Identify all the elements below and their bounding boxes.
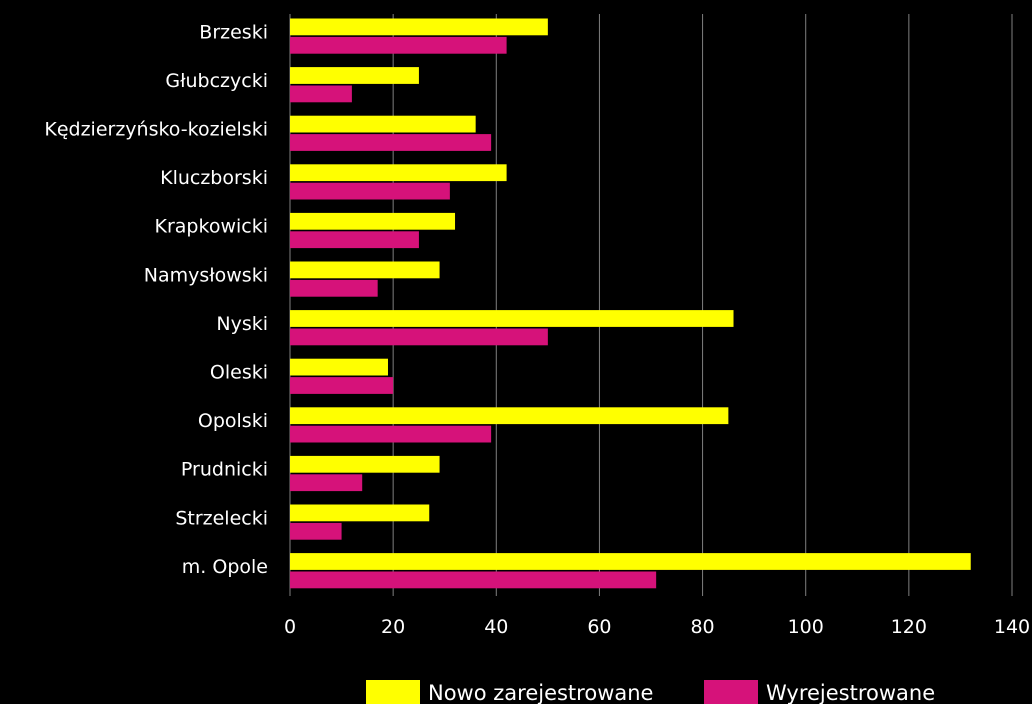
bar-nowo-zarejestrowane (290, 164, 507, 182)
bar-nowo-zarejestrowane (290, 261, 440, 279)
x-tick-label: 140 (994, 616, 1030, 638)
bars (290, 18, 971, 589)
legend-label: Nowo zarejestrowane (428, 681, 653, 704)
bar-wyrejestrowane (290, 522, 342, 540)
x-tick-label: 60 (587, 616, 611, 638)
bar-wyrejestrowane (290, 36, 507, 54)
bar-nowo-zarejestrowane (290, 115, 476, 133)
category-label: Opolski (198, 410, 268, 432)
bar-nowo-zarejestrowane (290, 310, 734, 327)
bar-wyrejestrowane (290, 134, 492, 151)
category-labels: Brzeski Głubczycki Kędzierzyńsko-kozielski… (44, 21, 268, 578)
bar-nowo-zarejestrowane (290, 553, 971, 570)
category-label: Prudnicki (181, 459, 268, 481)
bar-nowo-zarejestrowane (290, 358, 388, 376)
x-tick-label: 100 (788, 616, 824, 638)
category-label: m. Opole (182, 556, 268, 578)
bar-nowo-zarejestrowane (290, 407, 729, 425)
legend-label: Wyrejestrowane (766, 681, 935, 704)
x-tick-label: 80 (690, 616, 714, 638)
legend: Nowo zarejestrowane Wyrejestrowane (366, 680, 935, 704)
bar-nowo-zarejestrowane (290, 67, 419, 84)
category-label: Strzelecki (175, 507, 268, 529)
bar-wyrejestrowane (290, 474, 363, 492)
category-label: Krapkowicki (155, 216, 268, 238)
category-label: Nyski (216, 313, 268, 335)
x-tick-label: 40 (484, 616, 508, 638)
category-label: Głubczycki (165, 70, 268, 92)
category-label: Kędzierzyńsko-kozielski (44, 119, 268, 141)
bar-nowo-zarejestrowane (290, 455, 440, 473)
bar-wyrejestrowane (290, 182, 450, 200)
x-axis-tick-labels: 0 20 40 60 80 100 120 140 (284, 616, 1030, 638)
bar-nowo-zarejestrowane (290, 504, 430, 522)
category-label: Oleski (210, 362, 268, 384)
bar-wyrejestrowane (290, 377, 394, 394)
bar-wyrejestrowane (290, 231, 419, 249)
x-tick-label: 20 (381, 616, 405, 638)
bar-nowo-zarejestrowane (290, 18, 548, 36)
bar-nowo-zarejestrowane (290, 212, 456, 230)
bar-wyrejestrowane (290, 328, 548, 346)
category-label: Kluczborski (160, 167, 268, 189)
bar-wyrejestrowane (290, 571, 657, 589)
bar-wyrejestrowane (290, 279, 378, 297)
category-label: Brzeski (199, 21, 268, 43)
category-label: Namysłowski (144, 264, 268, 286)
gridlines (289, 14, 1013, 596)
legend-swatch (366, 680, 420, 704)
legend-swatch (704, 680, 758, 704)
bar-wyrejestrowane (290, 85, 352, 103)
bar-wyrejestrowane (290, 425, 492, 443)
x-tick-label: 0 (284, 616, 296, 638)
x-tick-label: 120 (891, 616, 927, 638)
